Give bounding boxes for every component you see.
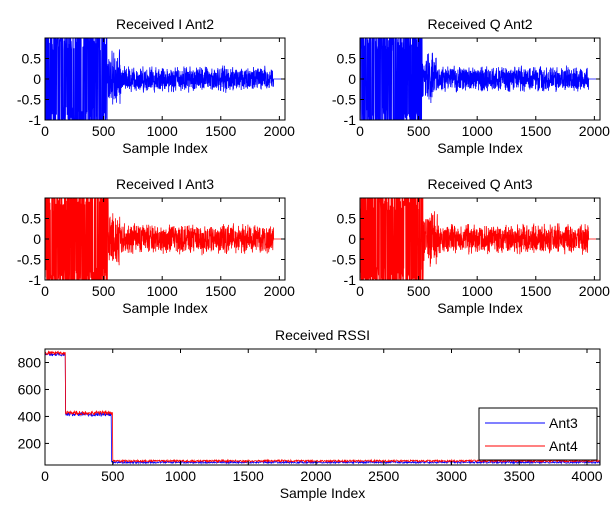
y-tick-label: 0 [348, 231, 356, 247]
x-tick-label: 1000 [147, 283, 178, 299]
x-tick-label: 2000 [579, 123, 610, 139]
series-line-0 [360, 198, 600, 280]
y-tick-label: -0.5 [17, 92, 41, 108]
x-axis-label: Sample Index [122, 300, 208, 316]
x-tick-label: 1000 [462, 283, 493, 299]
series-line-ant4 [45, 350, 600, 464]
x-tick-label: 0 [41, 123, 49, 139]
x-tick-label: 2000 [579, 283, 610, 299]
y-tick-label: 0.5 [337, 51, 357, 67]
chart-title: Received Q Ant2 [427, 16, 532, 32]
series-line-ant3 [45, 351, 600, 465]
x-tick-label: 1500 [520, 123, 551, 139]
x-tick-label: 2000 [300, 468, 331, 484]
y-tick-label: 400 [18, 408, 42, 424]
x-tick-label: 1000 [462, 123, 493, 139]
chart-panel-4: 0 500 1000 1500 2000 2500 3000 3500 4000 200 400 60… [18, 327, 603, 501]
x-tick-label: 3000 [436, 468, 467, 484]
x-tick-label: 1500 [520, 283, 551, 299]
x-axis-label: Sample Index [437, 140, 523, 156]
legend: Ant3 Ant4 [478, 407, 598, 461]
y-tick-label: 200 [18, 435, 42, 451]
x-tick-label: 3500 [504, 468, 535, 484]
y-tick-label: 0.5 [337, 211, 357, 227]
y-tick-label: -0.5 [17, 252, 41, 268]
x-tick-label: 1500 [205, 283, 236, 299]
x-tick-label: 500 [92, 283, 116, 299]
x-tick-label: 1000 [165, 468, 196, 484]
x-axis-label: Sample Index [437, 300, 523, 316]
x-tick-label: 4000 [571, 468, 602, 484]
x-axis-label: Sample Index [122, 140, 208, 156]
y-tick-label: 0 [33, 71, 41, 87]
x-axis-label: Sample Index [280, 485, 366, 501]
legend-entry-ant4: Ant4 [549, 438, 578, 454]
x-tick-label: 0 [41, 283, 49, 299]
chart-title: Received Q Ant3 [427, 176, 532, 192]
y-tick-label: -1 [29, 112, 42, 128]
y-tick-label: 600 [18, 381, 42, 397]
x-tick-label: 2500 [368, 468, 399, 484]
x-tick-label: 1500 [205, 123, 236, 139]
x-tick-label: 0 [356, 123, 364, 139]
axes-box [44, 348, 601, 466]
x-tick-label: 0 [356, 283, 364, 299]
y-tick-label: 0.5 [22, 51, 42, 67]
y-tick-label: 0 [348, 71, 356, 87]
y-tick-label: -1 [29, 272, 42, 288]
x-tick-label: 500 [101, 468, 125, 484]
chart-title: Received RSSI [275, 327, 370, 343]
y-tick-label: -1 [344, 272, 357, 288]
series-line-0 [45, 198, 285, 280]
x-tick-label: 0 [41, 468, 49, 484]
y-tick-label: -0.5 [332, 92, 356, 108]
x-tick-label: 2000 [264, 123, 295, 139]
y-tick-label: 0 [33, 231, 41, 247]
legend-box [478, 407, 598, 461]
y-tick-label: 0.5 [22, 211, 42, 227]
x-tick-label: 500 [407, 283, 431, 299]
y-tick-label: -1 [344, 112, 357, 128]
x-tick-label: 1000 [147, 123, 178, 139]
x-tick-label: 500 [92, 123, 116, 139]
y-tick-label: -0.5 [332, 252, 356, 268]
legend-entry-ant3: Ant3 [549, 415, 578, 431]
chart-title: Received I Ant3 [116, 176, 214, 192]
chart-title: Received I Ant2 [116, 16, 214, 32]
x-tick-label: 1500 [233, 468, 264, 484]
y-tick-label: 800 [18, 354, 42, 370]
x-tick-label: 2000 [264, 283, 295, 299]
x-tick-label: 500 [407, 123, 431, 139]
series-line-0 [360, 38, 600, 120]
